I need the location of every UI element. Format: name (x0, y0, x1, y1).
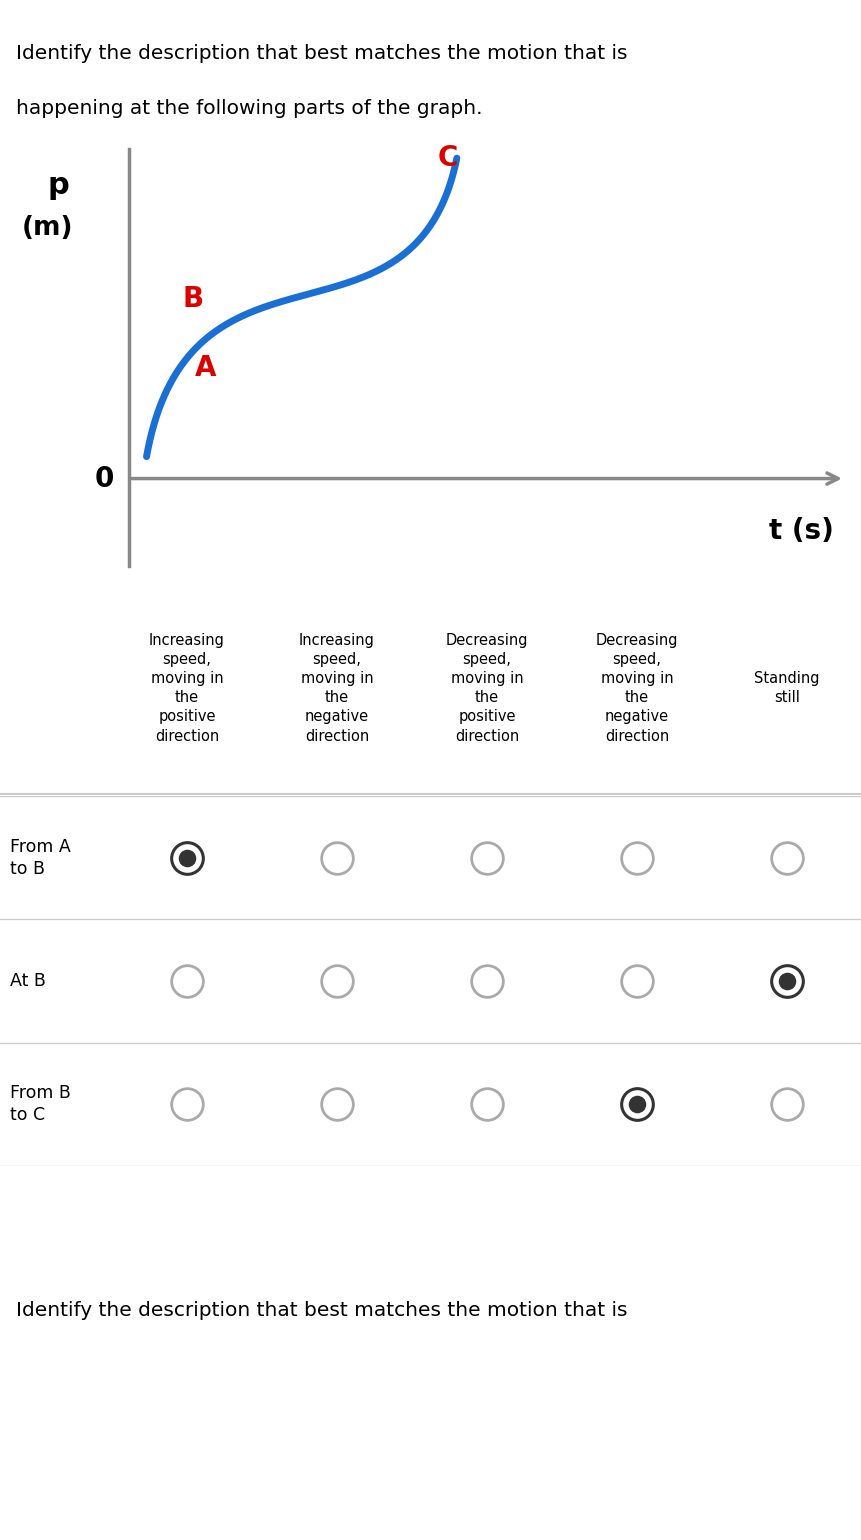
Text: (m): (m) (22, 216, 73, 242)
Point (330, 969, 344, 993)
Point (779, 1092, 793, 1116)
Text: Identify the description that best matches the motion that is: Identify the description that best match… (15, 1301, 626, 1320)
Point (180, 1092, 194, 1116)
Point (480, 845, 493, 870)
Text: Decreasing
speed,
moving in
the
negative
direction: Decreasing speed, moving in the negative… (595, 633, 678, 744)
Text: From A
to B: From A to B (10, 838, 71, 878)
Point (629, 969, 643, 993)
Point (180, 845, 194, 870)
Text: Decreasing
speed,
moving in
the
positive
direction: Decreasing speed, moving in the positive… (445, 633, 528, 744)
Point (629, 1092, 643, 1116)
Text: From B
to C: From B to C (10, 1084, 71, 1124)
Point (480, 1092, 493, 1116)
Point (480, 969, 493, 993)
Text: Increasing
speed,
moving in
the
positive
direction: Increasing speed, moving in the positive… (149, 633, 225, 744)
Text: Increasing
speed,
moving in
the
negative
direction: Increasing speed, moving in the negative… (299, 633, 375, 744)
Text: At B: At B (10, 972, 46, 990)
Text: happening at the following parts of the graph.: happening at the following parts of the … (15, 100, 481, 119)
Point (779, 969, 793, 993)
Point (629, 1092, 643, 1116)
Point (180, 845, 194, 870)
Point (779, 845, 793, 870)
Point (330, 1092, 344, 1116)
Text: Identify the description that best matches the motion that is: Identify the description that best match… (15, 45, 626, 63)
Point (330, 845, 344, 870)
Point (629, 845, 643, 870)
Text: Standing
still: Standing still (753, 671, 819, 705)
Text: C: C (437, 143, 458, 172)
Text: A: A (195, 354, 216, 382)
Point (180, 969, 194, 993)
Text: 0: 0 (95, 465, 114, 493)
Text: p: p (47, 171, 69, 200)
Text: B: B (183, 285, 203, 313)
Text: t (s): t (s) (768, 517, 833, 545)
Point (779, 969, 793, 993)
